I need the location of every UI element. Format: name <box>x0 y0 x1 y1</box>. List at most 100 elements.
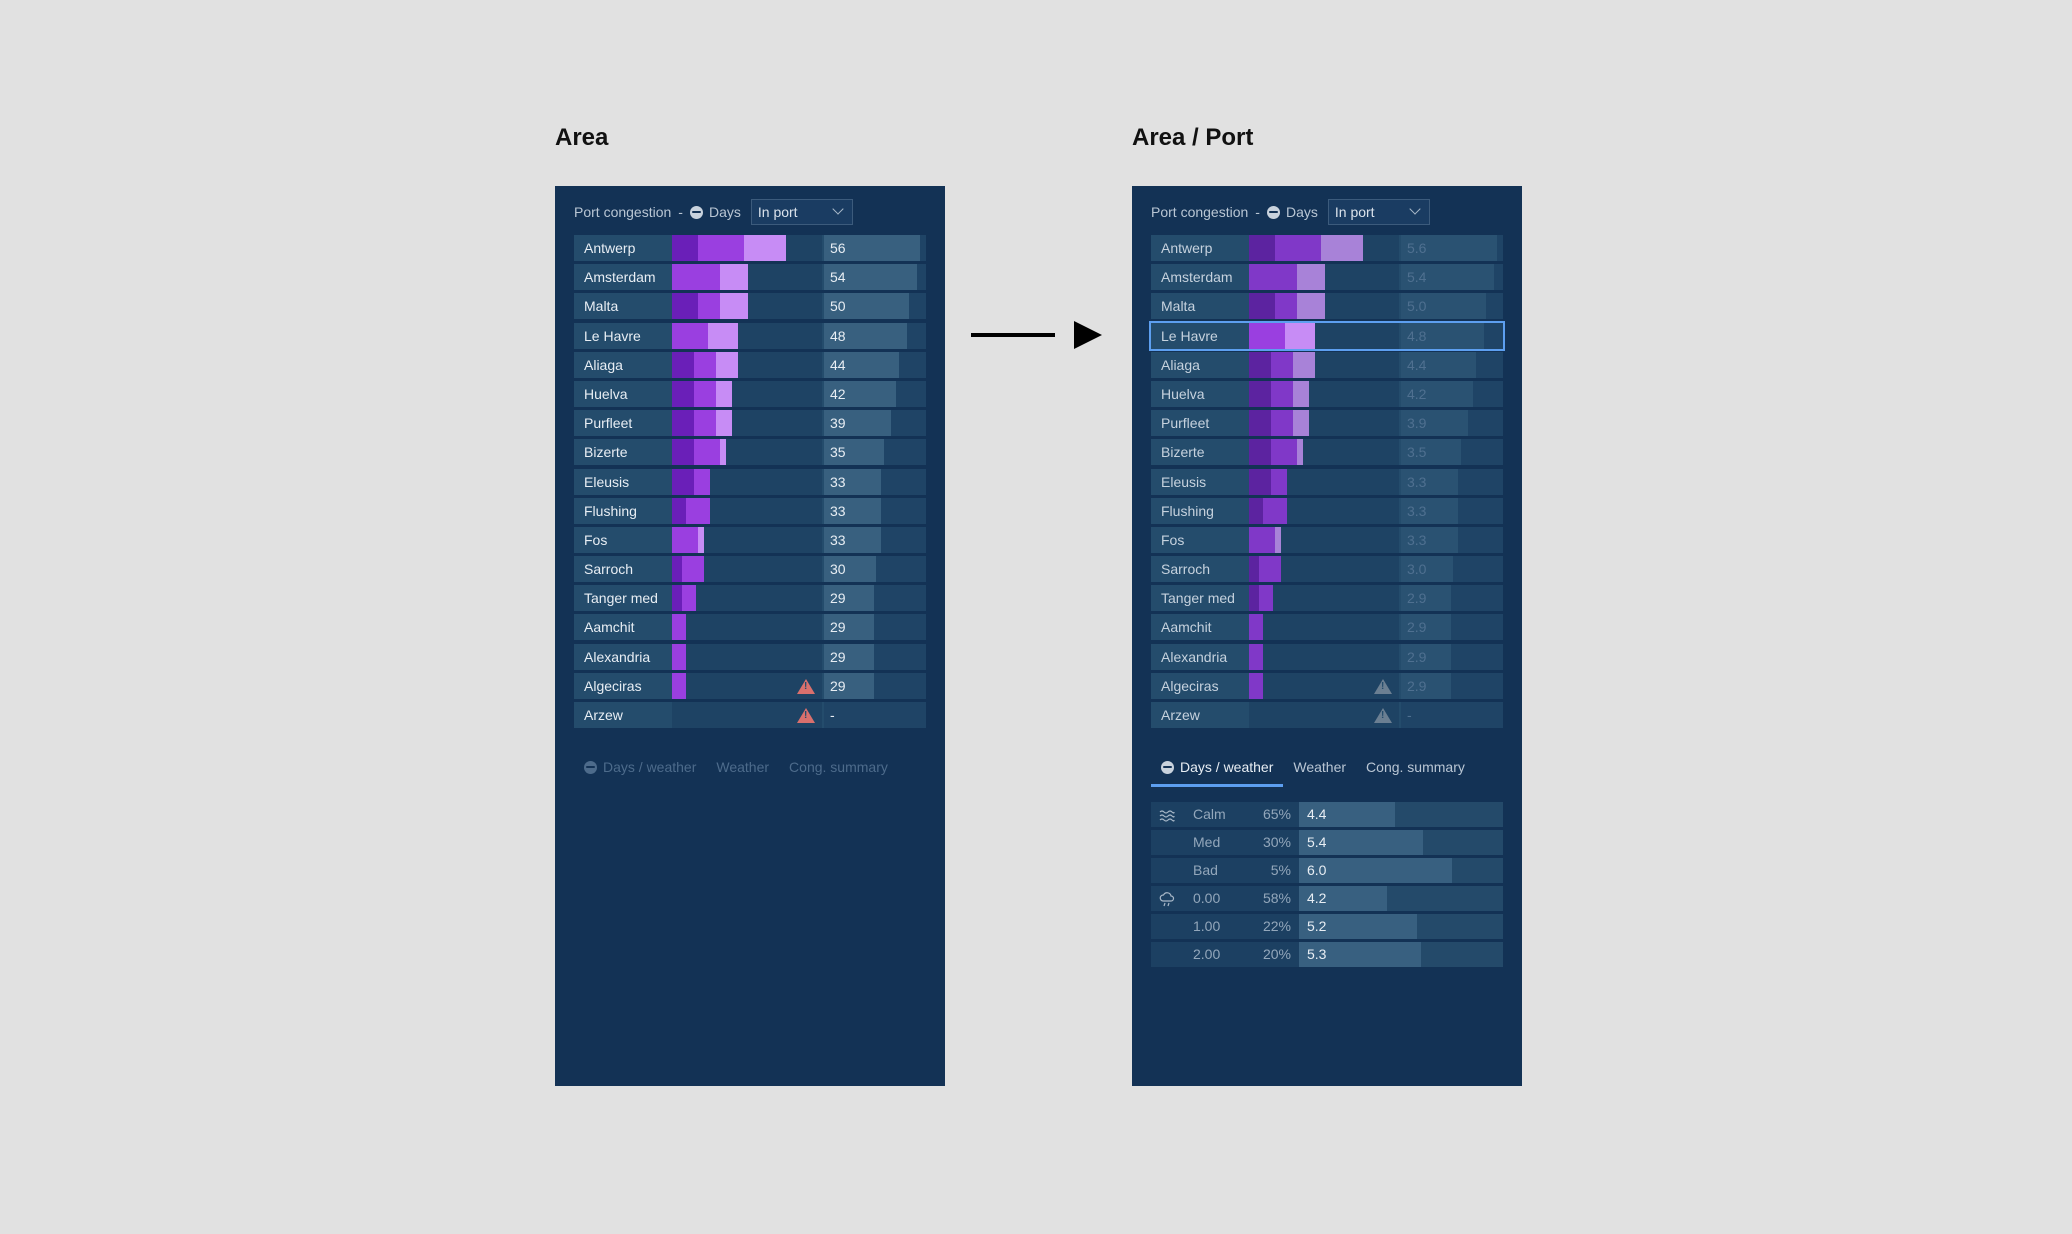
status-select[interactable]: In port <box>1327 199 1430 225</box>
right-view-title: Area / Port <box>1132 124 1254 151</box>
bar-segment <box>694 410 716 437</box>
port-row[interactable]: Antwerp 56 <box>574 235 926 261</box>
port-row[interactable]: Le Havre 4.8 <box>1149 320 1505 351</box>
port-row[interactable]: Arzew - <box>1151 702 1503 728</box>
port-row[interactable]: Fos 3.3 <box>1151 526 1503 553</box>
status-select[interactable]: In port <box>750 199 853 225</box>
port-row[interactable]: Huelva 4.2 <box>1151 380 1503 407</box>
bar-segment <box>672 264 720 291</box>
tab-weather[interactable]: Weather <box>1283 752 1356 782</box>
weather-bar-track: 4.4 <box>1299 802 1503 827</box>
port-row[interactable]: Sarroch 3.0 <box>1151 556 1503 583</box>
tab-cong-summary[interactable]: Cong. summary <box>1356 752 1475 782</box>
port-row[interactable]: Aliaga 44 <box>574 351 926 378</box>
port-row[interactable]: Tanger med 2.9 <box>1151 585 1503 612</box>
port-row[interactable]: Eleusis 3.3 <box>1151 468 1503 495</box>
port-row[interactable]: Bizerte 3.5 <box>1151 439 1503 466</box>
transition-arrow-line <box>971 333 1055 337</box>
weather-days-value: 6.0 <box>1307 862 1327 878</box>
warning-cell <box>788 380 822 407</box>
tab-label: Weather <box>716 759 770 775</box>
port-row[interactable]: Algeciras 2.9 <box>1151 672 1503 699</box>
warning-cell <box>788 264 822 291</box>
days-icon <box>584 760 597 774</box>
port-name: Sarroch <box>1161 561 1211 578</box>
port-row[interactable]: Aamchit 29 <box>574 614 926 641</box>
weather-row: Med 30% 5.4 <box>1151 830 1503 855</box>
warning-cell <box>1365 293 1399 320</box>
warning-cell <box>1365 351 1399 378</box>
port-value: 29 <box>830 648 846 665</box>
days-icon <box>689 205 703 219</box>
port-value: 54 <box>830 269 846 286</box>
port-row[interactable]: Algeciras 29 <box>574 672 926 699</box>
congestion-bar <box>672 526 788 553</box>
port-row[interactable]: Flushing 3.3 <box>1151 497 1503 524</box>
port-row[interactable]: Sarroch 30 <box>574 556 926 583</box>
port-list: Antwerp 5.6 Amsterdam 5.4 Malta 5.0 Le Havre 4.… <box>1149 235 1505 731</box>
value-cell: 48 <box>824 322 926 349</box>
bar-segment <box>1263 497 1287 524</box>
weather-label: 0.00 <box>1193 890 1221 906</box>
weather-days-value: 5.3 <box>1307 946 1327 962</box>
port-name: Antwerp <box>1161 240 1213 256</box>
warning-cell <box>788 351 822 378</box>
port-row[interactable]: Malta 50 <box>574 293 926 320</box>
weather-row: 2.00 20% 5.3 <box>1151 942 1503 967</box>
value-cell: 5.0 <box>1401 293 1503 320</box>
port-value: 3.5 <box>1407 444 1427 461</box>
warning-icon <box>797 678 815 694</box>
tab-weather[interactable]: Weather <box>706 752 779 782</box>
bar-segment <box>1275 235 1321 261</box>
bar-segment <box>1249 497 1263 524</box>
tab-bar: Days / weather Weather Cong. summary <box>1151 752 1475 787</box>
value-fill <box>1401 235 1497 261</box>
cloud-rain-icon <box>1159 891 1175 907</box>
bar-segment <box>1271 439 1297 466</box>
value-cell: 2.9 <box>1401 614 1503 641</box>
port-value: 29 <box>830 677 846 694</box>
tab-cong-summary[interactable]: Cong. summary <box>779 752 898 782</box>
warning-cell <box>1365 439 1399 466</box>
port-row[interactable]: Arzew - <box>574 702 926 728</box>
port-row[interactable]: Antwerp 5.6 <box>1151 235 1503 261</box>
port-row[interactable]: Purfleet 39 <box>574 410 926 437</box>
panel-header-label: Port congestion <box>1151 204 1249 220</box>
congestion-bar <box>672 556 788 583</box>
port-row[interactable]: Alexandria 2.9 <box>1151 643 1503 670</box>
port-row[interactable]: Purfleet 3.9 <box>1151 410 1503 437</box>
tab-days-weather[interactable]: Days / weather <box>574 752 706 782</box>
bar-segment <box>720 293 748 320</box>
warning-cell <box>1365 526 1399 553</box>
bar-segment <box>1293 410 1309 437</box>
warning-cell <box>788 556 822 583</box>
weather-share: 5% <box>1270 862 1291 878</box>
congestion-bar <box>672 293 788 320</box>
port-row[interactable]: Flushing 33 <box>574 497 926 524</box>
port-row[interactable]: Malta 5.0 <box>1151 293 1503 320</box>
port-row[interactable]: Fos 33 <box>574 526 926 553</box>
port-row[interactable]: Amsterdam 5.4 <box>1151 264 1503 291</box>
left-view-title: Area <box>555 124 609 151</box>
value-cell: 44 <box>824 351 926 378</box>
port-row[interactable]: Amsterdam 54 <box>574 264 926 291</box>
tab-days-weather[interactable]: Days / weather <box>1151 751 1284 787</box>
port-name: Bizerte <box>1161 444 1205 461</box>
status-select-value: In port <box>1334 204 1375 220</box>
port-row[interactable]: Le Havre 48 <box>574 322 926 349</box>
port-value: 35 <box>830 444 846 461</box>
port-row[interactable]: Aliaga 4.4 <box>1151 351 1503 378</box>
value-fill <box>1401 351 1476 378</box>
port-row[interactable]: Alexandria 29 <box>574 643 926 670</box>
weather-bar-track: 5.3 <box>1299 942 1503 967</box>
port-name: Flushing <box>1161 502 1214 519</box>
tab-label: Weather <box>1293 759 1347 775</box>
port-row[interactable]: Eleusis 33 <box>574 468 926 495</box>
port-row[interactable]: Bizerte 35 <box>574 439 926 466</box>
port-row[interactable]: Aamchit 2.9 <box>1151 614 1503 641</box>
congestion-bar <box>1249 439 1365 466</box>
port-row[interactable]: Tanger med 29 <box>574 585 926 612</box>
congestion-bar <box>672 672 788 699</box>
port-row[interactable]: Huelva 42 <box>574 380 926 407</box>
bar-segment <box>672 585 682 612</box>
